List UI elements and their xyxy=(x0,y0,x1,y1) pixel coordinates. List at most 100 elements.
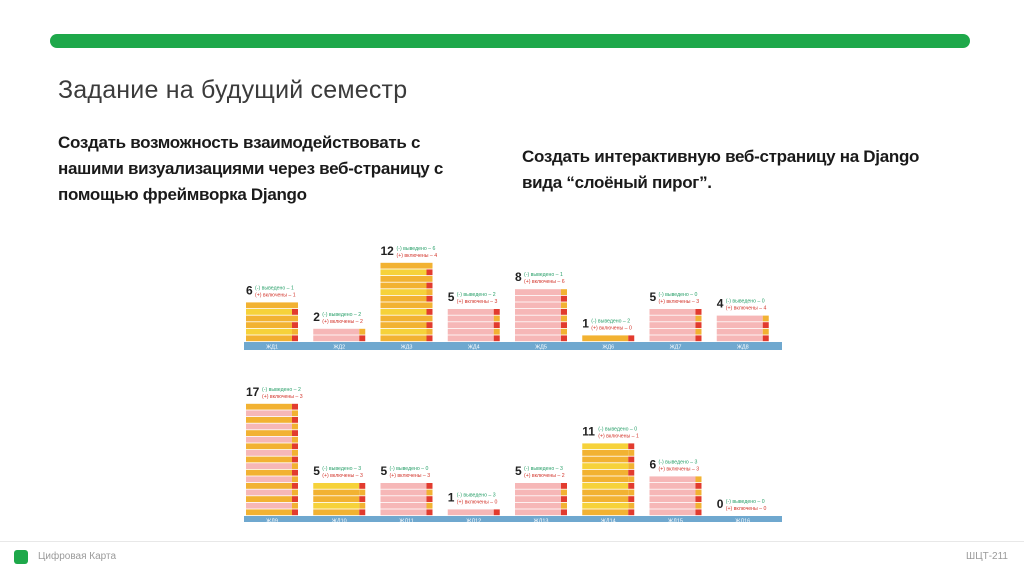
group-total: 17 xyxy=(246,385,260,399)
bar-marker xyxy=(292,328,298,335)
group-out-label: (-) выведено – 0 xyxy=(726,499,765,505)
group-out-label: (-) выведено – 3 xyxy=(322,466,361,472)
bar-cell xyxy=(582,502,629,509)
axis-label: ЖД5 xyxy=(535,345,547,351)
group-in-label: (+) включены – 3 xyxy=(659,466,700,472)
bar-cell xyxy=(313,328,360,335)
bar-cell xyxy=(649,315,696,322)
bar-marker xyxy=(561,309,567,315)
layered-cake-figure: ЖД1 6 (-) выведено – 1 (+) включены – 1 ЖД2 2… xyxy=(244,226,788,522)
bar-cell xyxy=(380,269,427,276)
bar-cell xyxy=(380,262,427,269)
group-total: 5 xyxy=(448,290,455,304)
bar-cell xyxy=(515,489,561,496)
bar-marker xyxy=(695,476,702,483)
bar-cell xyxy=(582,443,629,450)
group-out-label: (-) выведено – 0 xyxy=(598,426,637,432)
bar-marker xyxy=(561,483,567,489)
group-out-label: (-) выведено – 2 xyxy=(322,312,361,318)
bar-cell xyxy=(313,335,360,342)
bar-marker xyxy=(426,328,433,335)
group-out-label: (-) выведено – 0 xyxy=(726,299,765,305)
bar-marker xyxy=(561,496,567,502)
bar-marker xyxy=(695,315,702,322)
axis-label: ЖД9 xyxy=(266,519,278,523)
bar-cell xyxy=(380,315,427,322)
group-in-label: (+) включены – 3 xyxy=(322,473,363,479)
bar-marker xyxy=(628,463,635,469)
bar-cell xyxy=(313,502,360,509)
bar-marker xyxy=(762,328,769,335)
bar-cell xyxy=(649,476,696,483)
bar-cell xyxy=(649,496,696,502)
bar-marker xyxy=(426,282,433,289)
group-out-label: (-) выведено – 2 xyxy=(262,387,301,393)
group-in-label: (+) включены – 3 xyxy=(390,473,431,479)
bar-cell xyxy=(649,483,696,489)
bar-marker xyxy=(292,450,298,456)
bar-marker xyxy=(359,509,366,516)
bar-cell xyxy=(380,302,427,309)
bar-cell xyxy=(246,489,292,496)
bar-cell xyxy=(515,302,561,309)
bar-cell xyxy=(380,282,427,289)
axis-label: ЖД3 xyxy=(401,345,413,351)
bar-cell xyxy=(246,443,292,450)
axis-label: ЖД16 xyxy=(735,519,750,523)
bar-cell xyxy=(582,489,629,496)
axis-label: ЖД8 xyxy=(737,345,749,351)
bar-cell xyxy=(515,328,561,335)
bar-cell xyxy=(380,335,427,342)
bar-marker xyxy=(762,322,769,328)
bar-marker xyxy=(292,410,298,417)
bar-marker xyxy=(292,322,298,328)
bar-cell xyxy=(515,502,561,509)
bar-cell xyxy=(380,295,427,302)
bar-cell xyxy=(246,450,292,456)
left-task-text: Создать возможность взаимодействовать с … xyxy=(58,133,443,204)
bar-marker xyxy=(628,469,635,476)
bar-marker xyxy=(292,436,298,443)
group-total: 8 xyxy=(515,270,522,284)
bar-cell xyxy=(380,502,427,509)
group-total: 4 xyxy=(717,297,724,311)
axis-label: ЖД12 xyxy=(466,519,481,523)
bar-cell xyxy=(246,496,292,502)
bar-cell xyxy=(515,289,561,295)
bar-cell xyxy=(447,509,494,516)
group-total: 1 xyxy=(448,490,455,504)
bar-cell xyxy=(649,328,696,335)
group-in-label: (+) включены – 1 xyxy=(598,433,639,439)
bar-cell xyxy=(246,328,292,335)
bar-marker xyxy=(695,489,702,496)
layered-cake-chart: ЖД16 (-) выведено – 1(+) включены – 1ЖД22… xyxy=(244,244,782,523)
bar-cell xyxy=(313,489,360,496)
bar-marker xyxy=(292,417,298,423)
bar-cell xyxy=(246,322,292,328)
bar-marker xyxy=(426,309,433,315)
group-in-label: (+) включены – 3 xyxy=(262,394,303,400)
group-out-label: (-) выведено – 1 xyxy=(255,285,294,291)
bar-cell xyxy=(649,309,696,315)
bar-marker xyxy=(426,496,433,502)
bar-marker xyxy=(628,489,635,496)
bar-cell xyxy=(246,403,292,410)
bar-marker xyxy=(628,443,635,450)
bar-cell xyxy=(380,489,427,496)
bar-cell xyxy=(380,309,427,315)
bar-marker xyxy=(292,423,298,430)
bar-cell xyxy=(582,476,629,483)
bar-cell xyxy=(582,483,629,489)
bar-cell xyxy=(313,509,360,516)
group-total: 5 xyxy=(650,290,657,304)
bar-marker xyxy=(292,476,298,483)
bar-cell xyxy=(380,322,427,328)
bar-marker xyxy=(359,328,366,335)
bar-marker xyxy=(561,295,567,302)
bar-cell xyxy=(246,417,292,423)
bar-cell xyxy=(246,436,292,443)
axis-label: ЖД10 xyxy=(332,519,347,523)
axis-label: ЖД4 xyxy=(468,345,480,351)
bar-marker xyxy=(493,509,500,516)
group-in-label: (+) включены – 0 xyxy=(591,325,632,331)
